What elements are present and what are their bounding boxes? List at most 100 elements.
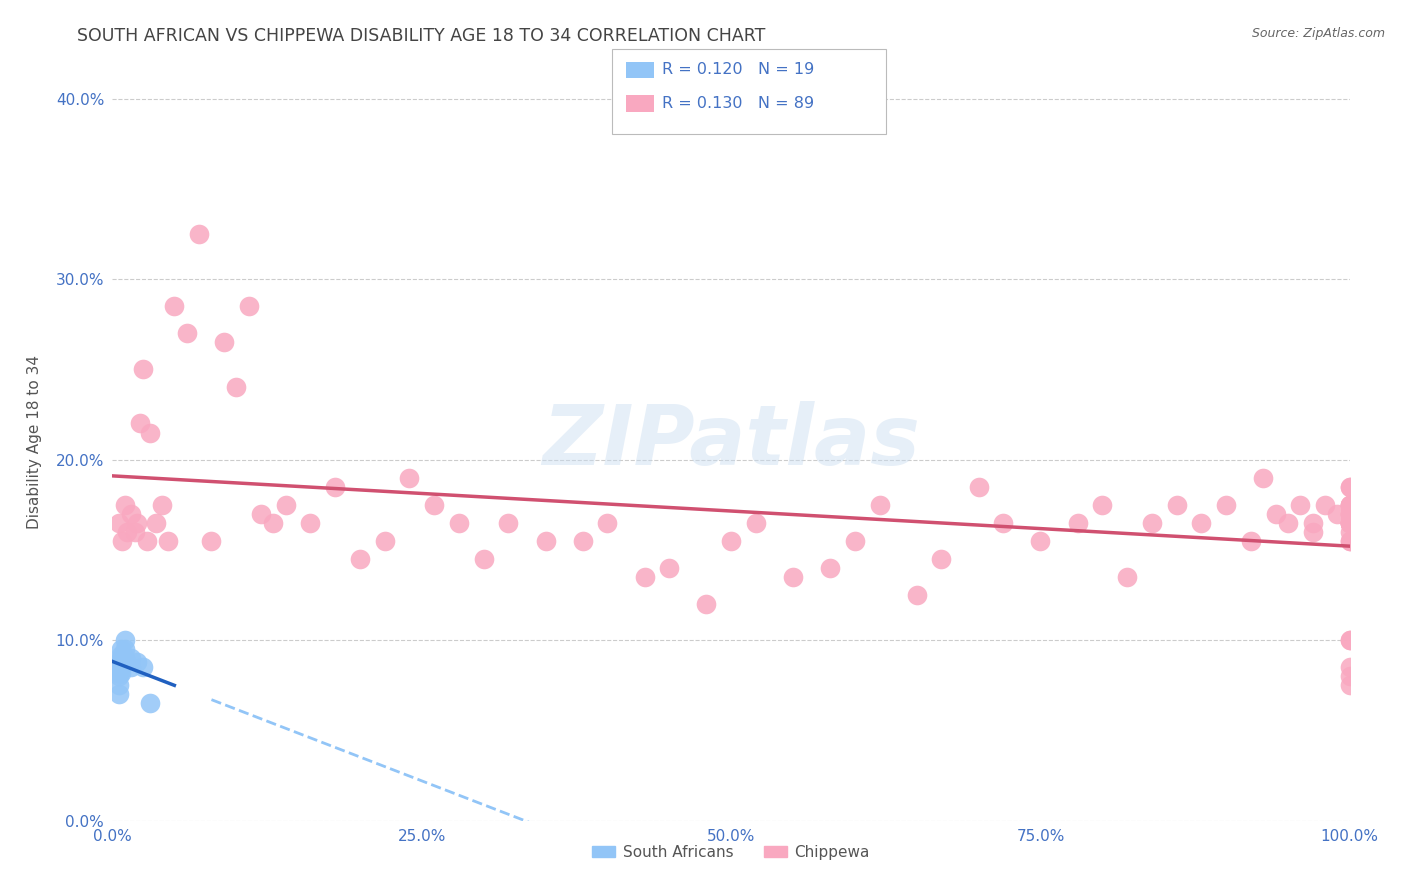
Point bbox=[107, 516, 129, 530]
Point bbox=[1339, 633, 1361, 648]
Point bbox=[299, 516, 322, 530]
Point bbox=[1339, 516, 1361, 530]
Point bbox=[117, 524, 139, 539]
Point bbox=[931, 552, 953, 566]
Point bbox=[1116, 570, 1139, 584]
Point bbox=[1339, 507, 1361, 521]
Point bbox=[1302, 524, 1324, 539]
Y-axis label: Disability Age 18 to 34: Disability Age 18 to 34 bbox=[27, 354, 42, 529]
Point bbox=[114, 498, 136, 512]
Point bbox=[1066, 516, 1088, 530]
Text: SOUTH AFRICAN VS CHIPPEWA DISABILITY AGE 18 TO 34 CORRELATION CHART: SOUTH AFRICAN VS CHIPPEWA DISABILITY AGE… bbox=[77, 27, 766, 45]
Point bbox=[1339, 660, 1361, 674]
Point bbox=[127, 516, 149, 530]
Point bbox=[1339, 669, 1361, 683]
Point bbox=[818, 561, 841, 575]
Point bbox=[1339, 480, 1361, 494]
Point bbox=[1240, 533, 1263, 548]
Point bbox=[238, 299, 260, 313]
Point bbox=[1339, 498, 1361, 512]
Point bbox=[124, 524, 146, 539]
Point bbox=[1339, 507, 1361, 521]
Point bbox=[398, 470, 420, 484]
Point bbox=[720, 533, 742, 548]
Point bbox=[212, 335, 235, 350]
Point bbox=[120, 651, 142, 665]
Point bbox=[188, 227, 211, 241]
Point bbox=[1029, 533, 1052, 548]
Point bbox=[120, 660, 142, 674]
Point bbox=[138, 425, 160, 440]
Point bbox=[1339, 633, 1361, 648]
Point bbox=[844, 533, 866, 548]
Point bbox=[110, 648, 132, 662]
Point bbox=[1339, 507, 1361, 521]
Point bbox=[349, 552, 371, 566]
Point bbox=[127, 655, 149, 669]
Point bbox=[128, 417, 150, 431]
Point bbox=[571, 533, 593, 548]
Point bbox=[132, 362, 155, 376]
Point bbox=[1215, 498, 1237, 512]
Point bbox=[323, 480, 346, 494]
Text: Source: ZipAtlas.com: Source: ZipAtlas.com bbox=[1251, 27, 1385, 40]
Point bbox=[1339, 498, 1361, 512]
Point bbox=[658, 561, 681, 575]
Point bbox=[1339, 516, 1361, 530]
Point bbox=[145, 516, 167, 530]
Point bbox=[745, 516, 768, 530]
Point bbox=[200, 533, 222, 548]
Point bbox=[136, 533, 159, 548]
Point bbox=[695, 597, 717, 611]
Point bbox=[114, 633, 136, 648]
Point bbox=[374, 533, 396, 548]
Point bbox=[1313, 498, 1336, 512]
Legend: South Africans, Chippewa: South Africans, Chippewa bbox=[586, 838, 876, 866]
Point bbox=[274, 498, 297, 512]
Point bbox=[1339, 533, 1361, 548]
Point bbox=[120, 507, 142, 521]
Point bbox=[107, 665, 129, 680]
Text: R = 0.120   N = 19: R = 0.120 N = 19 bbox=[662, 62, 814, 77]
Point bbox=[138, 696, 160, 710]
Point bbox=[1339, 516, 1361, 530]
Point bbox=[1277, 516, 1299, 530]
Point bbox=[176, 326, 198, 341]
Text: R = 0.130   N = 89: R = 0.130 N = 89 bbox=[662, 96, 814, 111]
Point bbox=[150, 498, 173, 512]
Point bbox=[1339, 480, 1361, 494]
Point bbox=[110, 651, 132, 665]
Point bbox=[1339, 498, 1361, 512]
Text: ZIPatlas: ZIPatlas bbox=[543, 401, 920, 482]
Point bbox=[163, 299, 186, 313]
Point bbox=[1166, 498, 1188, 512]
Point bbox=[1339, 516, 1361, 530]
Point bbox=[1251, 470, 1274, 484]
Point bbox=[107, 669, 129, 683]
Point bbox=[157, 533, 180, 548]
Point bbox=[114, 651, 136, 665]
Point bbox=[110, 665, 132, 680]
Point bbox=[250, 507, 273, 521]
Point bbox=[1339, 524, 1361, 539]
Point bbox=[107, 660, 129, 674]
Point bbox=[114, 642, 136, 657]
Point bbox=[225, 380, 247, 394]
Point bbox=[1189, 516, 1212, 530]
Point bbox=[1264, 507, 1286, 521]
Point bbox=[1289, 498, 1312, 512]
Point bbox=[1339, 498, 1361, 512]
Point bbox=[1140, 516, 1163, 530]
Point bbox=[782, 570, 804, 584]
Point bbox=[110, 655, 132, 669]
Point bbox=[107, 678, 129, 692]
Point bbox=[110, 642, 132, 657]
Point bbox=[1339, 516, 1361, 530]
Point bbox=[1339, 516, 1361, 530]
Point bbox=[1339, 533, 1361, 548]
Point bbox=[905, 588, 928, 602]
Point bbox=[869, 498, 891, 512]
Point bbox=[1091, 498, 1114, 512]
Point bbox=[472, 552, 495, 566]
Point bbox=[967, 480, 990, 494]
